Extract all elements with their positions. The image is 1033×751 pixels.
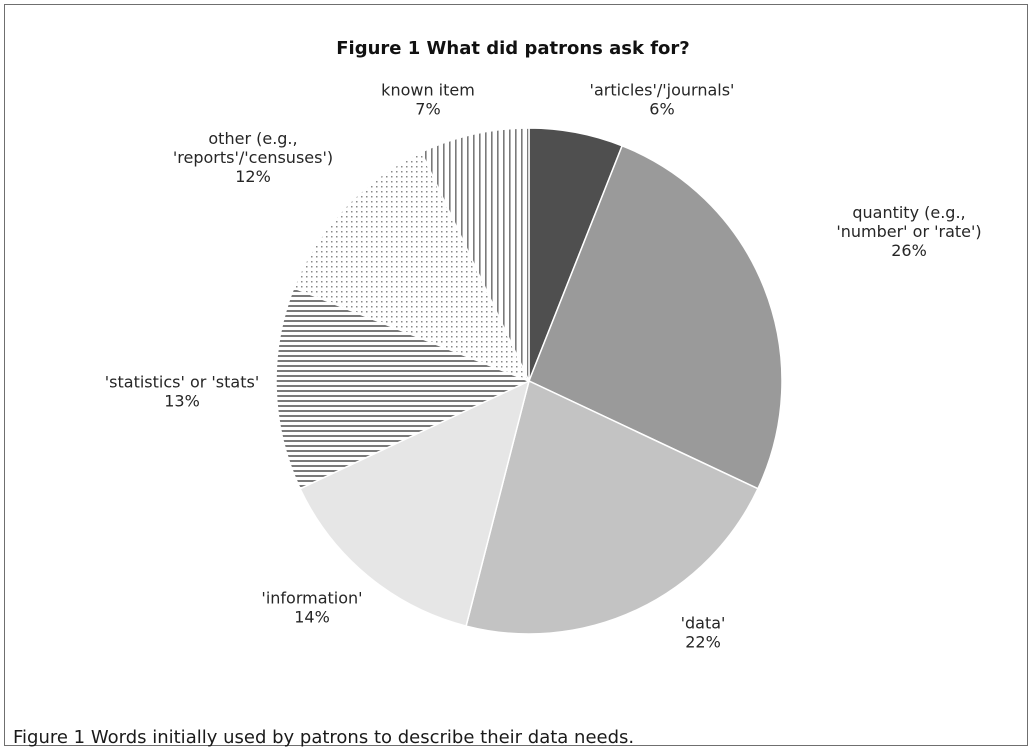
slice-label: 'articles'/'journals' 6%	[590, 81, 735, 119]
figure-caption: Figure 1 Words initially used by patrons…	[13, 727, 635, 748]
slice-label: known item 7%	[381, 81, 475, 119]
pie-slice	[275, 286, 531, 490]
slice-label: other (e.g.,'reports'/'censuses') 12%	[173, 129, 333, 186]
figure-frame: Figure 1 What did patrons ask for? 'arti…	[4, 4, 1028, 748]
slice-label: 'information' 14%	[261, 589, 362, 627]
pie-slice	[528, 144, 783, 490]
chart-title: Figure 1 What did patrons ask for?	[336, 38, 690, 59]
pie-slice	[299, 379, 531, 627]
pie-slice	[465, 379, 759, 635]
slice-labels: 'articles'/'journals' 6% quantity (e.g.,'n…	[105, 81, 982, 652]
slice-label: 'statistics' or 'stats' 13%	[105, 373, 259, 411]
pie-slices	[275, 127, 783, 635]
pie-slice	[420, 127, 530, 382]
pie-chart: Figure 1 What did patrons ask for? 'arti…	[105, 38, 982, 652]
slice-label: quantity (e.g.,'number' or 'rate') 26%	[836, 203, 981, 260]
slice-label: 'data' 22%	[681, 614, 726, 652]
pie-slice	[292, 151, 531, 383]
